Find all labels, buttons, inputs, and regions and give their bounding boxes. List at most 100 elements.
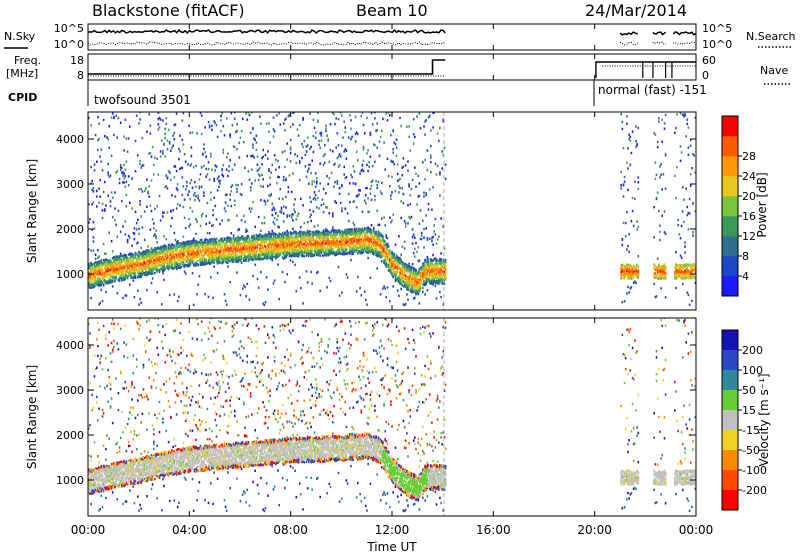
power-scatter xyxy=(325,227,327,231)
power-cell xyxy=(281,244,284,248)
power-cell xyxy=(341,252,343,256)
power-scatter xyxy=(262,155,264,158)
power-cell xyxy=(279,253,282,256)
power-cell xyxy=(360,251,363,255)
power-cell xyxy=(141,251,144,254)
power-scatter xyxy=(359,172,361,175)
power-cell xyxy=(92,277,95,280)
power-cell xyxy=(284,231,286,234)
power-cell xyxy=(204,263,206,266)
power-cell xyxy=(251,249,253,252)
power-cell xyxy=(90,269,92,272)
power-scatter xyxy=(164,185,166,189)
power-cell xyxy=(294,231,296,235)
power-scatter xyxy=(321,198,324,201)
power-cell xyxy=(277,247,279,251)
power-cell xyxy=(214,251,217,254)
power-cell xyxy=(263,254,266,258)
power-cell xyxy=(322,233,325,236)
power-cell xyxy=(156,254,158,257)
power-scatter xyxy=(292,172,294,175)
power-cell xyxy=(213,261,215,264)
power-cell xyxy=(142,260,145,263)
power-cell xyxy=(327,252,329,256)
power-cell xyxy=(98,281,100,284)
power-scatter xyxy=(149,228,152,231)
power-cell xyxy=(306,250,309,253)
power-cell xyxy=(361,235,364,239)
power-scatter xyxy=(115,114,117,118)
power-scatter xyxy=(88,262,90,265)
power-cell xyxy=(162,267,164,271)
power-scatter xyxy=(289,148,292,151)
power-scatter xyxy=(163,211,165,214)
power-cell xyxy=(218,250,220,253)
power-cell xyxy=(227,257,229,260)
power-scatter xyxy=(182,205,185,209)
power-cell xyxy=(190,251,193,254)
power-cell xyxy=(159,247,162,250)
power-cell xyxy=(237,236,239,239)
power-scatter xyxy=(281,270,284,274)
power-scatter xyxy=(88,203,90,206)
power-cell xyxy=(302,245,304,249)
power-cell xyxy=(363,228,366,231)
power-cell xyxy=(334,246,336,249)
power-cell xyxy=(325,242,327,245)
power-cell xyxy=(202,244,204,248)
power-cell xyxy=(230,247,233,250)
power-cell xyxy=(195,256,197,259)
power-scatter xyxy=(361,210,364,213)
power-cell xyxy=(298,251,301,254)
power-scatter xyxy=(259,174,261,177)
freq-line-mode2 xyxy=(595,61,696,78)
power-cell xyxy=(180,245,182,248)
power-cell xyxy=(292,240,294,243)
power-scatter xyxy=(344,131,347,134)
power-cell xyxy=(240,235,243,239)
power-cell xyxy=(228,239,230,243)
power-cell xyxy=(270,247,272,250)
power-scatter xyxy=(192,237,195,240)
power-cell xyxy=(237,257,239,260)
power-cell xyxy=(123,253,125,257)
power-cell xyxy=(297,255,300,258)
power-cell xyxy=(345,241,348,244)
power-scatter xyxy=(246,229,249,232)
power-scatter xyxy=(137,218,139,222)
power-cell xyxy=(205,262,207,265)
power-cell xyxy=(278,243,280,246)
power-cell xyxy=(174,265,177,269)
power-scatter xyxy=(353,200,356,203)
power-scatter xyxy=(352,200,355,203)
power-cell xyxy=(301,254,303,257)
power-cell xyxy=(214,241,217,245)
power-cell xyxy=(110,275,113,278)
power-cell xyxy=(162,250,164,253)
power-cell xyxy=(196,259,198,263)
power-cell xyxy=(280,240,283,243)
power-scatter xyxy=(241,287,244,290)
power-scatter xyxy=(134,210,137,214)
power-cell xyxy=(304,248,307,251)
power-cell xyxy=(302,231,304,235)
power-scatter xyxy=(238,141,241,144)
power-cell xyxy=(309,240,311,243)
power-scatter xyxy=(362,123,365,127)
power-cell xyxy=(300,251,302,254)
power-scatter xyxy=(137,154,139,157)
power-cell xyxy=(350,228,352,231)
power-cell xyxy=(310,255,312,258)
power-cell xyxy=(259,234,261,238)
power-cell xyxy=(362,241,365,244)
power-cell xyxy=(140,263,142,266)
power-cell xyxy=(240,256,243,259)
power-scatter xyxy=(339,155,342,158)
power-cell xyxy=(188,264,190,267)
power-cell xyxy=(259,254,261,257)
power-cell xyxy=(343,252,345,255)
power-cell xyxy=(296,237,299,241)
power-cell xyxy=(238,249,241,252)
power-cell xyxy=(219,255,221,258)
power-scatter xyxy=(133,238,136,241)
